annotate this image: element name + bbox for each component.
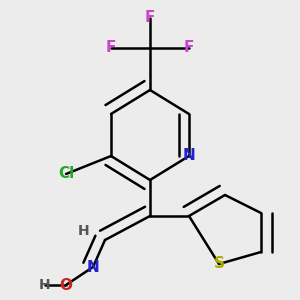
Text: O: O xyxy=(59,278,73,292)
Text: N: N xyxy=(183,148,195,164)
Text: N: N xyxy=(87,260,99,274)
Text: F: F xyxy=(184,40,194,56)
Text: Cl: Cl xyxy=(58,167,74,182)
Text: F: F xyxy=(145,11,155,26)
Text: H: H xyxy=(39,278,51,292)
Text: S: S xyxy=(214,256,224,272)
Text: H: H xyxy=(78,224,90,238)
Text: F: F xyxy=(106,40,116,56)
